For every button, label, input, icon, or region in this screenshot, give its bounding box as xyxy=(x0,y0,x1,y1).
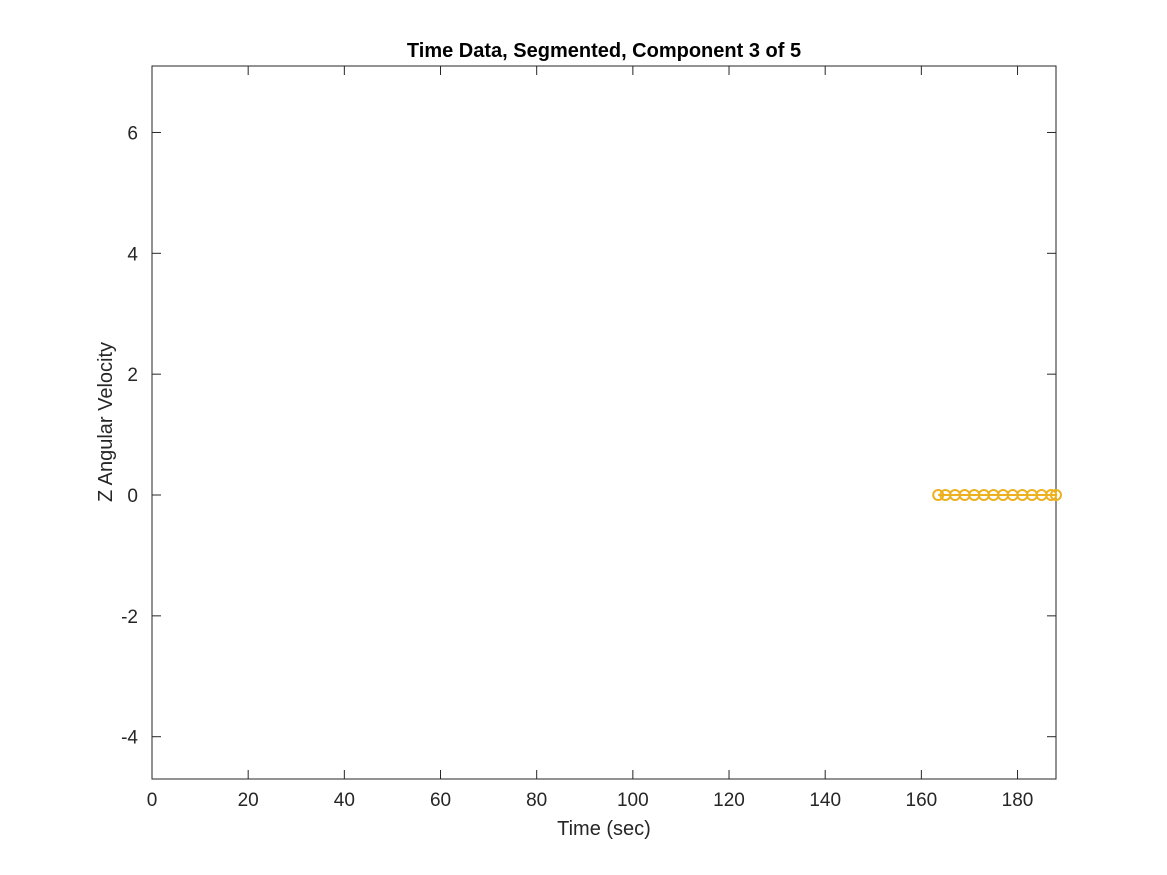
y-tick-label: 6 xyxy=(127,123,138,144)
data-point xyxy=(932,489,945,502)
x-tick-label: 120 xyxy=(713,790,745,811)
x-tick-label: 100 xyxy=(617,790,649,811)
y-tick-label: 2 xyxy=(127,365,138,386)
x-tick-label: 60 xyxy=(430,790,451,811)
x-tick-label: 140 xyxy=(809,790,841,811)
chart-title: Time Data, Segmented, Component 3 of 5 xyxy=(407,40,801,62)
x-tick-label: 180 xyxy=(1002,790,1034,811)
data-point xyxy=(1050,489,1062,502)
y-tick-label: 0 xyxy=(127,486,138,507)
axis-ticks: 0 20 40 60 80 100 120 140 160 180 -4 -2 0 2 4 6 xyxy=(121,66,1056,811)
x-tick-label: 40 xyxy=(334,790,355,811)
x-tick-label: 20 xyxy=(238,790,259,811)
series-layer xyxy=(932,489,1062,502)
data-point xyxy=(1045,489,1058,502)
y-tick-label: -4 xyxy=(121,728,138,749)
y-tick-label: -2 xyxy=(121,607,138,628)
x-tick-label: 160 xyxy=(906,790,938,811)
plot-area xyxy=(151,65,1057,780)
x-tick-label: 0 xyxy=(147,790,158,811)
y-tick-label: 4 xyxy=(127,244,138,265)
x-tick-label: 80 xyxy=(526,790,547,811)
x-axis-label: Time (sec) xyxy=(557,818,651,840)
y-axis-label: Z Angular Velocity xyxy=(95,342,117,502)
